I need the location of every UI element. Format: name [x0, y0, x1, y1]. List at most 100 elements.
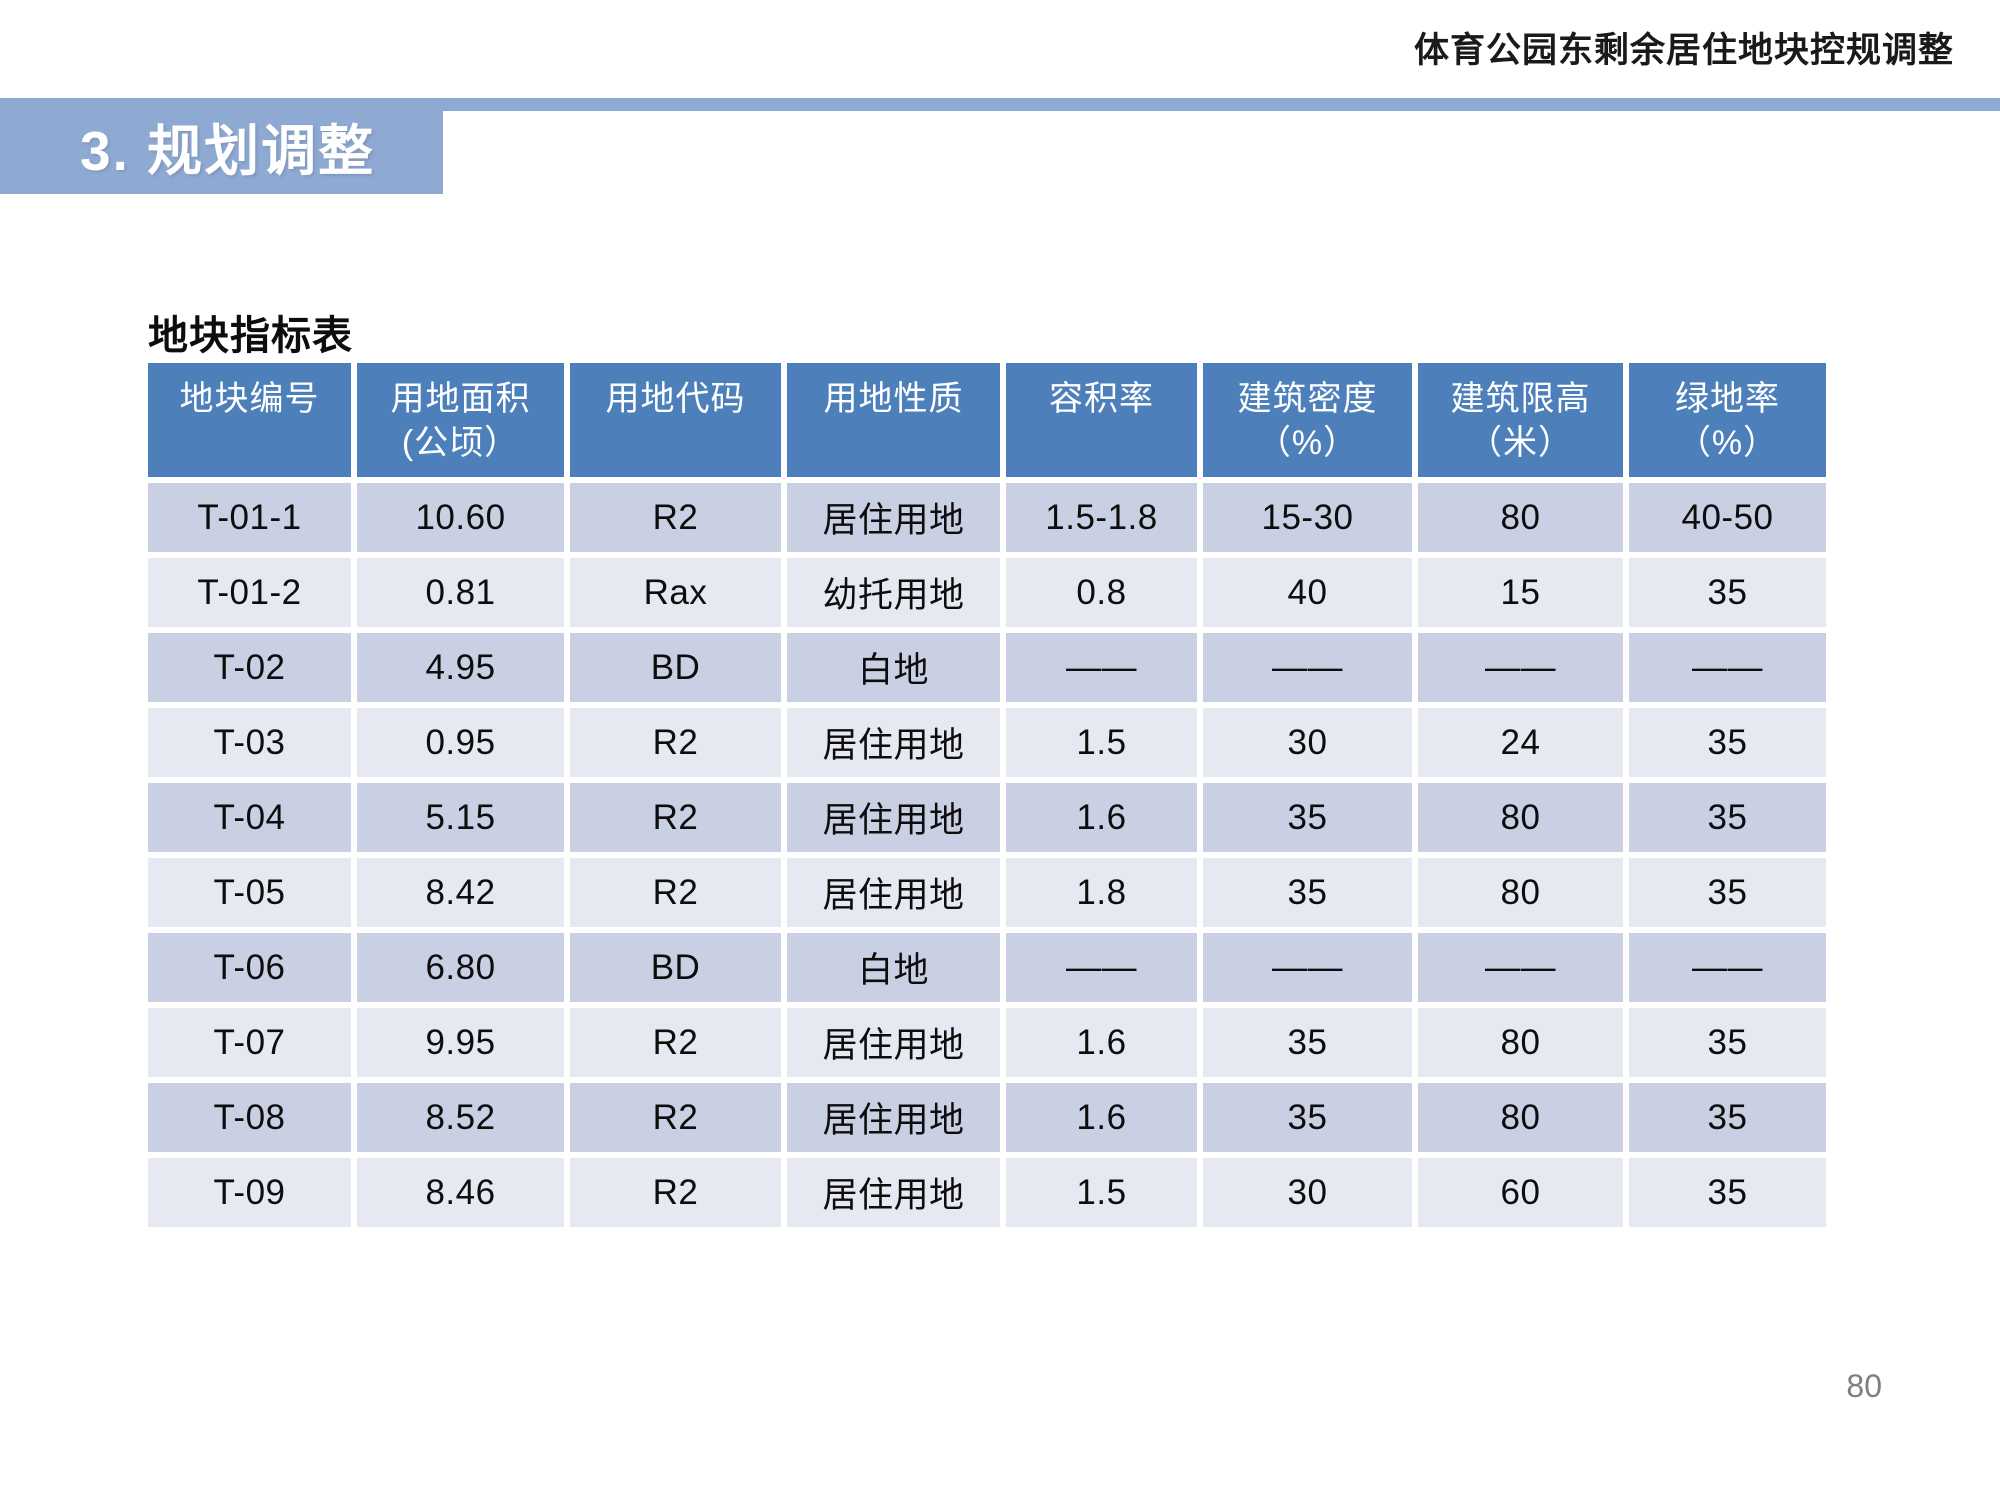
table-cell: T-06 [148, 933, 351, 1002]
table-cell: —— [1203, 633, 1412, 702]
table-cell: 1.8 [1006, 858, 1197, 927]
table-cell: 30 [1203, 708, 1412, 777]
table-cell: 35 [1203, 783, 1412, 852]
table-cell: 10.60 [357, 483, 564, 552]
table-cell: 居住用地 [787, 1083, 1000, 1152]
table-cell: 40-50 [1629, 483, 1826, 552]
table-cell: 35 [1629, 858, 1826, 927]
table-cell: 4.95 [357, 633, 564, 702]
table-cell: T-07 [148, 1008, 351, 1077]
table-cell: R2 [570, 858, 781, 927]
table-cell: 白地 [787, 633, 1000, 702]
table-cell: 80 [1418, 858, 1623, 927]
header-divider [0, 98, 2000, 111]
table-cell: 35 [1203, 1083, 1412, 1152]
document-header-title: 体育公园东剩余居住地块控规调整 [1413, 31, 1954, 70]
table-cell: BD [570, 633, 781, 702]
table-cell: 80 [1418, 1083, 1623, 1152]
table-cell: —— [1203, 933, 1412, 1002]
table-cell: 9.95 [357, 1008, 564, 1077]
table-cell: 6.80 [357, 933, 564, 1002]
table-cell: 1.5 [1006, 1158, 1197, 1227]
table-cell: 35 [1629, 708, 1826, 777]
table-cell: 居住用地 [787, 1158, 1000, 1227]
table-cell: 80 [1418, 483, 1623, 552]
table-header-cell: 绿地率 （%） [1629, 363, 1826, 477]
table-cell: T-09 [148, 1158, 351, 1227]
table-cell: —— [1629, 633, 1826, 702]
table-cell: 8.46 [357, 1158, 564, 1227]
table-cell: 居住用地 [787, 483, 1000, 552]
table-cell: R2 [570, 1158, 781, 1227]
table-cell: Rax [570, 558, 781, 627]
table-cell: 居住用地 [787, 858, 1000, 927]
table-cell: 1.5-1.8 [1006, 483, 1197, 552]
table-cell: T-04 [148, 783, 351, 852]
table-header: 地块编号 用地面积 (公顷） 用地代码 用地性质 容积率 建筑密度 （%） 建筑限高 （米） 绿地率… [148, 363, 1826, 477]
table-cell: —— [1418, 933, 1623, 1002]
table-header-cell: 容积率 [1006, 363, 1197, 477]
table-cell: —— [1006, 933, 1197, 1002]
table-cell: 15-30 [1203, 483, 1412, 552]
table-header-cell: 用地代码 [570, 363, 781, 477]
table-cell: 15 [1418, 558, 1623, 627]
table-cell: R2 [570, 1008, 781, 1077]
table-cell: 1.6 [1006, 1008, 1197, 1077]
table-row: T-01-1 10.60 R2 居住用地 1.5-1.8 15-30 80 40-50 [148, 483, 1826, 552]
table-cell: 35 [1629, 1008, 1826, 1077]
table-cell: —— [1418, 633, 1623, 702]
table-cell: 35 [1629, 783, 1826, 852]
table-cell: R2 [570, 783, 781, 852]
table-row: T-05 8.42 R2 居住用地 1.8 35 80 35 [148, 858, 1826, 927]
section-banner: 3. 规划调整 [0, 98, 443, 194]
table-cell: T-05 [148, 858, 351, 927]
table-row: T-08 8.52 R2 居住用地 1.6 35 80 35 [148, 1083, 1826, 1152]
table-header-cell: 建筑密度 （%） [1203, 363, 1412, 477]
table-header-row: 地块编号 用地面积 (公顷） 用地代码 用地性质 容积率 建筑密度 （%） 建筑限高 （米） 绿地率… [148, 363, 1826, 477]
table-cell: 8.42 [357, 858, 564, 927]
table-row: T-02 4.95 BD 白地 —— —— —— —— [148, 633, 1826, 702]
table-cell: BD [570, 933, 781, 1002]
table-cell: T-03 [148, 708, 351, 777]
table-cell: 35 [1203, 1008, 1412, 1077]
table-row: T-04 5.15 R2 居住用地 1.6 35 80 35 [148, 783, 1826, 852]
table-cell: 40 [1203, 558, 1412, 627]
table-cell: 60 [1418, 1158, 1623, 1227]
table-cell: 白地 [787, 933, 1000, 1002]
table-cell: 0.81 [357, 558, 564, 627]
table-header-cell: 建筑限高 （米） [1418, 363, 1623, 477]
table-cell: 35 [1629, 1083, 1826, 1152]
table-cell: 35 [1629, 1158, 1826, 1227]
table-cell: 80 [1418, 1008, 1623, 1077]
table-cell: 30 [1203, 1158, 1412, 1227]
table-cell: 24 [1418, 708, 1623, 777]
table-body: T-01-1 10.60 R2 居住用地 1.5-1.8 15-30 80 40-50 T-01… [148, 483, 1826, 1227]
table-cell: 35 [1629, 558, 1826, 627]
table-row: T-09 8.46 R2 居住用地 1.5 30 60 35 [148, 1158, 1826, 1227]
table-cell: T-08 [148, 1083, 351, 1152]
table-cell: R2 [570, 483, 781, 552]
table-cell: T-01-1 [148, 483, 351, 552]
section-title: 3. 规划调整 [80, 120, 376, 182]
table-cell: 居住用地 [787, 1008, 1000, 1077]
table-cell: 居住用地 [787, 708, 1000, 777]
table-cell: 居住用地 [787, 783, 1000, 852]
page-number: 80 [1846, 1368, 1882, 1404]
table-cell: 5.15 [357, 783, 564, 852]
table-cell: R2 [570, 1083, 781, 1152]
table-cell: 1.6 [1006, 1083, 1197, 1152]
table-cell: 0.95 [357, 708, 564, 777]
table-row: T-01-2 0.81 Rax 幼托用地 0.8 40 15 35 [148, 558, 1826, 627]
table-cell: 8.52 [357, 1083, 564, 1152]
table-cell: 幼托用地 [787, 558, 1000, 627]
table-header-cell: 用地性质 [787, 363, 1000, 477]
table-cell: T-02 [148, 633, 351, 702]
indicator-table: 地块编号 用地面积 (公顷） 用地代码 用地性质 容积率 建筑密度 （%） 建筑限高 （米） 绿地率… [142, 357, 1832, 1233]
table-title: 地块指标表 [148, 314, 353, 358]
table-cell: —— [1629, 933, 1826, 1002]
table-cell: —— [1006, 633, 1197, 702]
table-cell: 1.6 [1006, 783, 1197, 852]
table-cell: 80 [1418, 783, 1623, 852]
table-header-cell: 用地面积 (公顷） [357, 363, 564, 477]
